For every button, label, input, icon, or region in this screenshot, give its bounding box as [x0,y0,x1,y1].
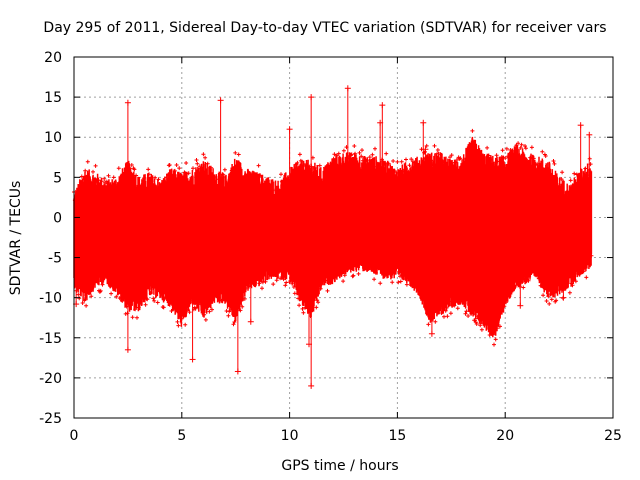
y-tick-label: -25 [39,411,62,427]
data-point [344,85,351,162]
plot-border [73,56,614,419]
data-point [124,99,131,170]
y-tick-label: -5 [48,251,62,267]
data-point [577,122,584,178]
x-axis-title: GPS time / hours [281,458,398,474]
data-point [286,126,293,178]
y-tick-label: -10 [39,291,62,307]
data-point [124,297,131,353]
data-point [422,146,429,163]
data-point [517,271,524,309]
data-point [560,278,567,301]
x-tick-label: 5 [177,428,186,444]
data-point [379,102,386,168]
y-tick-label: 5 [53,170,62,186]
y-tick-label: 10 [44,130,62,146]
x-tick-label: 0 [70,428,79,444]
y-tick-label: 15 [44,90,62,106]
data-point [308,305,315,389]
y-tick-label: -15 [39,331,62,347]
x-tick-label: 10 [281,428,299,444]
chart-title: Day 295 of 2011, Sidereal Day-to-day VTE… [43,20,606,36]
y-tick-label: 20 [44,50,62,66]
data-point [189,289,196,363]
x-tick-label: 20 [496,428,514,444]
x-tick-label: 25 [604,428,622,444]
data-point [420,119,427,164]
data-point [234,303,241,375]
x-tick-label: 15 [388,428,406,444]
data-point [493,319,500,332]
y-tick-label: 0 [53,210,62,226]
data-point [308,94,315,170]
data-point [586,131,593,171]
data-layer [72,85,594,389]
y-axis-title: SDTVAR / TECUs [8,181,24,296]
tick-labels: 0 5 10 15 20 25 -25 -20 -15 -10 -5 0 5 10 15 20 [39,50,622,444]
data-point [247,276,254,325]
data-point [217,97,224,183]
plot-frame [73,56,614,419]
y-tick-label: -20 [39,371,62,387]
series-band [73,136,593,338]
data-point [428,308,435,337]
